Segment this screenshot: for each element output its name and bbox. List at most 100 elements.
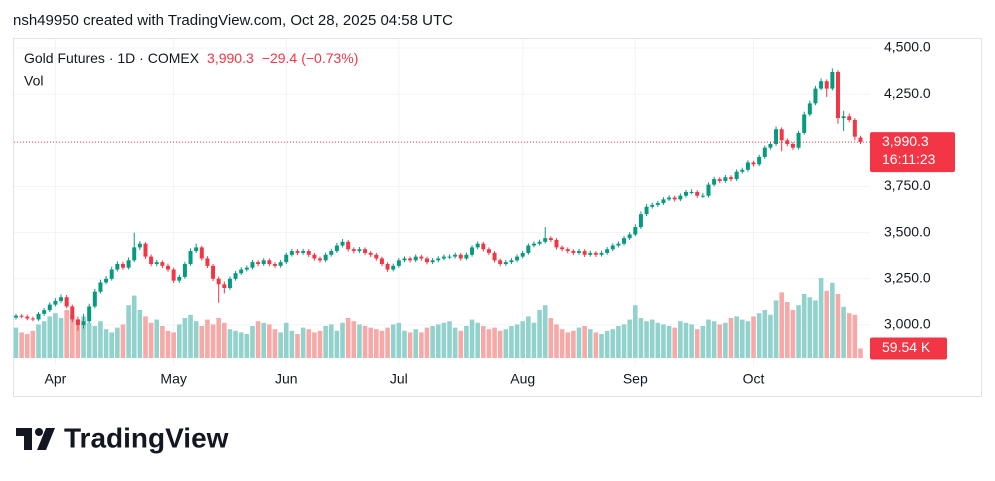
volume-bar: [278, 332, 283, 358]
candle-body: [475, 243, 480, 248]
candle-body: [379, 258, 384, 265]
volume-bar: [497, 330, 503, 358]
volume-bar: [222, 322, 227, 358]
volume-bar: [250, 326, 255, 358]
candle-body: [481, 243, 486, 250]
volume-bar: [345, 318, 351, 358]
volume-bar: [706, 319, 711, 358]
volume-bar: [81, 316, 86, 358]
volume-bar: [520, 321, 525, 358]
candle-body: [261, 260, 266, 265]
plot-area: 3,000.0 3,250.0 3,500.0 3,750.0 4,250.0 4,500…: [13, 39, 955, 387]
candle-body: [441, 256, 446, 259]
candle-body: [59, 297, 64, 301]
volume-bar: [661, 324, 666, 358]
candle-body: [351, 249, 356, 252]
volume-bar: [700, 326, 706, 358]
volume-bar: [801, 294, 807, 358]
candle-body: [689, 191, 694, 193]
volume-bar: [571, 330, 576, 358]
volume-tag: [870, 337, 947, 360]
candle-body: [858, 137, 863, 143]
volume-bar: [289, 330, 295, 358]
candle-body: [695, 191, 700, 196]
candle-body: [644, 206, 649, 215]
candle-body: [582, 251, 587, 255]
volume-bar: [75, 319, 81, 358]
volume-bar: [554, 324, 559, 358]
volume-bar: [773, 300, 779, 358]
candle-body: [199, 247, 204, 259]
candle-body: [149, 256, 154, 265]
volume-bar: [565, 332, 571, 358]
volume-bar: [807, 297, 813, 358]
volume-bar: [723, 322, 728, 358]
volume-bar: [441, 322, 447, 358]
volume-bar: [148, 322, 154, 358]
candle-body: [509, 260, 514, 263]
volume-bar: [244, 334, 250, 358]
volume-bar: [193, 321, 199, 358]
volume-bar: [430, 326, 435, 358]
volume-bar: [756, 313, 762, 358]
candle-body: [453, 254, 458, 257]
volume-bar: [210, 324, 216, 358]
volume-bar: [818, 278, 824, 358]
candle-body: [368, 252, 373, 255]
volume-bar: [672, 327, 678, 358]
volume-bar: [830, 282, 835, 358]
candle-body: [436, 258, 441, 261]
logo-mark: [37, 428, 55, 450]
volume-bar: [835, 294, 841, 358]
volume-bar: [267, 324, 272, 358]
candle-body: [81, 321, 86, 325]
price-tag-countdown: 16:11:23: [882, 151, 936, 167]
volume-bar: [357, 324, 362, 358]
candle-body: [126, 260, 131, 268]
volume-bar: [283, 322, 289, 358]
volume-title: Vol: [24, 73, 43, 89]
volume-bar: [514, 324, 520, 358]
volume-bar: [390, 324, 396, 358]
volume-bar: [633, 305, 638, 358]
candle-body: [526, 245, 531, 253]
candle-body: [802, 114, 807, 133]
volume-bar: [154, 319, 160, 358]
volume-bar: [486, 329, 492, 358]
volume-bar: [734, 316, 739, 358]
volume-bar: [413, 329, 419, 358]
candle-body: [734, 171, 739, 180]
candle-body: [132, 247, 137, 261]
volume-bar: [362, 326, 368, 358]
volume-bar: [751, 316, 756, 358]
volume-bar: [126, 305, 131, 358]
candle-body: [498, 260, 503, 265]
volume-bar: [858, 348, 863, 358]
volume-bar: [115, 327, 120, 358]
volume-bar: [58, 318, 64, 358]
candle-body: [374, 254, 379, 259]
candle-body: [244, 267, 249, 270]
volume-bar: [739, 319, 745, 358]
candle-body: [560, 247, 565, 250]
last-price: 3,990.3: [207, 50, 254, 66]
candle-body: [841, 116, 846, 119]
candle-body: [661, 199, 666, 204]
volume-bar: [19, 332, 24, 358]
candle-body: [137, 243, 142, 248]
candle-body: [486, 249, 491, 253]
volume-bar: [374, 329, 379, 358]
candle-body: [790, 143, 795, 148]
candle-body: [391, 265, 396, 270]
candle-body: [211, 265, 216, 279]
candle-body: [87, 306, 92, 322]
change: −29.4: [262, 50, 298, 66]
candle-body: [227, 278, 232, 289]
candle-body: [605, 249, 610, 253]
volume-bar: [464, 326, 469, 358]
candle-body: [408, 258, 413, 261]
volume-bar: [205, 319, 210, 358]
volume-bar: [785, 302, 790, 358]
volume-bar: [70, 314, 75, 358]
volume-bar: [317, 330, 323, 358]
